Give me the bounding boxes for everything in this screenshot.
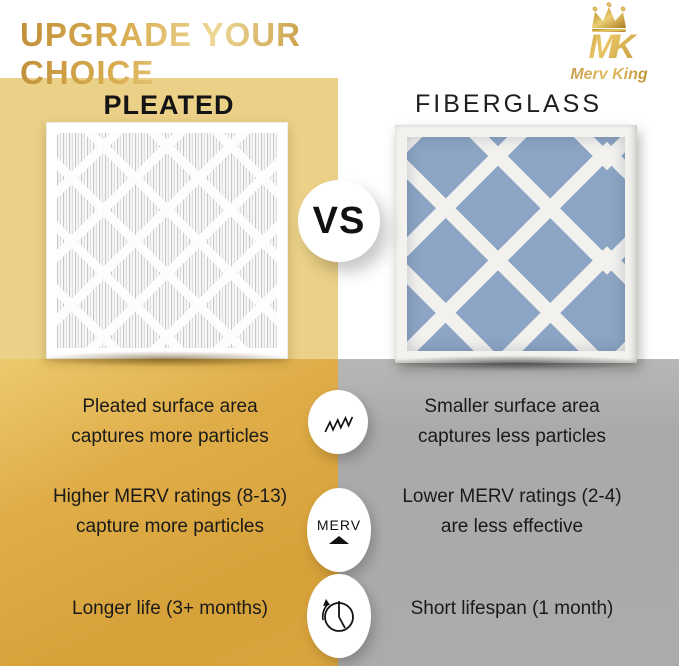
merv-king-logo: MK Merv King	[549, 2, 669, 84]
benefit-line: captures more particles	[71, 426, 269, 447]
fiberglass-drawback-merv: Lower MERV ratings (2-4) are less effect…	[367, 482, 657, 542]
fiberglass-drawback-surface-area: Smaller surface area captures less parti…	[367, 392, 657, 452]
drawback-line: captures less particles	[418, 426, 606, 447]
benefit-line: Higher MERV ratings (8-13)	[52, 486, 288, 507]
brand-monogram: MK	[549, 30, 669, 64]
pleated-heading: PLEATED	[103, 90, 235, 120]
pleated-benefit-merv: Higher MERV ratings (8-13) capture more …	[10, 482, 330, 542]
brand-name: Merv King	[549, 66, 669, 84]
drawback-line: Short lifespan (1 month)	[410, 598, 614, 619]
pleated-benefit-surface-area: Pleated surface area captures more parti…	[10, 392, 330, 452]
zigzag-fiber-glyph	[324, 415, 354, 433]
pleated-filter-media	[57, 133, 277, 348]
benefit-line: capture more particles	[76, 516, 264, 537]
fiberglass-filter-media	[407, 137, 625, 351]
page-title: UPGRADE YOUR CHOICE	[20, 16, 420, 92]
clock-timer-icon	[307, 574, 371, 658]
pleated-filter-image	[46, 122, 288, 359]
fiberglass-filter-shadow	[383, 355, 649, 371]
vs-badge: VS	[298, 180, 380, 262]
drawback-line: are less effective	[440, 516, 584, 537]
benefit-line: Longer life (3+ months)	[72, 598, 268, 619]
clock-timer-glyph	[321, 599, 354, 632]
merv-gauge-label: MERV	[316, 516, 362, 533]
fiberglass-drawback-lifespan: Short lifespan (1 month)	[367, 594, 657, 624]
pleated-benefits-background	[0, 359, 338, 666]
merv-gauge-arrow	[329, 535, 349, 544]
merv-gauge-icon: MERV	[307, 488, 371, 572]
fiberglass-filter-image	[395, 125, 637, 363]
crown-icon	[592, 2, 626, 32]
pleated-filter-shadow	[34, 351, 300, 367]
drawback-line: Lower MERV ratings (2-4)	[402, 486, 622, 507]
benefit-line: Pleated surface area	[82, 396, 258, 417]
zigzag-fiber-icon	[308, 390, 368, 454]
pleated-benefit-lifespan: Longer life (3+ months)	[10, 594, 330, 624]
fiberglass-benefits-background	[338, 359, 679, 666]
fiberglass-heading: FIBERGLASS	[415, 90, 602, 118]
drawback-line: Smaller surface area	[424, 396, 600, 417]
